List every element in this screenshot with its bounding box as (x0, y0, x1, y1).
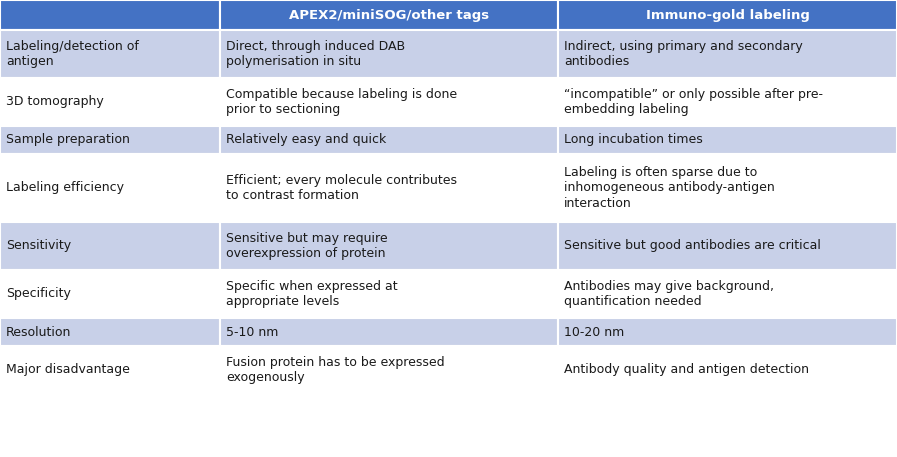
Text: Antibody quality and antigen detection: Antibody quality and antigen detection (564, 363, 809, 377)
Text: 3D tomography: 3D tomography (6, 96, 104, 108)
Text: “incompatible” or only possible after pre-
embedding labeling: “incompatible” or only possible after pr… (564, 88, 823, 116)
Text: Sensitive but good antibodies are critical: Sensitive but good antibodies are critic… (564, 239, 821, 253)
Bar (220, 154, 558, 222)
Text: Labeling/detection of
antigen: Labeling/detection of antigen (6, 40, 139, 68)
Bar (220, 78, 558, 126)
Bar (558, 154, 897, 222)
Text: Fusion protein has to be expressed
exogenously: Fusion protein has to be expressed exoge… (226, 356, 444, 384)
Bar (0, 154, 220, 222)
Text: Sensitive but may require
overexpression of protein: Sensitive but may require overexpression… (226, 232, 388, 260)
Bar (0, 222, 220, 270)
Text: 10-20 nm: 10-20 nm (564, 325, 624, 339)
Bar (0, 346, 220, 394)
Bar (558, 318, 897, 346)
Text: Long incubation times: Long incubation times (564, 133, 702, 147)
Bar (220, 222, 558, 270)
Text: Sensitivity: Sensitivity (6, 239, 71, 253)
Bar (558, 222, 897, 270)
Bar (558, 270, 897, 318)
Text: Relatively easy and quick: Relatively easy and quick (226, 133, 386, 147)
Bar (558, 78, 897, 126)
Text: 5-10 nm: 5-10 nm (226, 325, 278, 339)
Text: APEX2/miniSOG/other tags: APEX2/miniSOG/other tags (289, 9, 489, 21)
Text: Antibodies may give background,
quantification needed: Antibodies may give background, quantifi… (564, 280, 774, 308)
Bar (558, 346, 897, 394)
Text: Resolution: Resolution (6, 325, 72, 339)
Bar (220, 126, 558, 154)
Text: Direct, through induced DAB
polymerisation in situ: Direct, through induced DAB polymerisati… (226, 40, 405, 68)
Bar (220, 270, 558, 318)
Text: Compatible because labeling is done
prior to sectioning: Compatible because labeling is done prio… (226, 88, 457, 116)
Text: Indirect, using primary and secondary
antibodies: Indirect, using primary and secondary an… (564, 40, 803, 68)
Text: Specificity: Specificity (6, 287, 71, 301)
Bar (220, 0, 558, 30)
Bar (220, 346, 558, 394)
Bar (558, 126, 897, 154)
Text: Efficient; every molecule contributes
to contrast formation: Efficient; every molecule contributes to… (226, 174, 457, 202)
Text: Specific when expressed at
appropriate levels: Specific when expressed at appropriate l… (226, 280, 397, 308)
Text: Labeling is often sparse due to
inhomogeneous antibody-antigen
interaction: Labeling is often sparse due to inhomoge… (564, 166, 775, 210)
Text: Sample preparation: Sample preparation (6, 133, 130, 147)
Bar (558, 0, 897, 30)
Text: Immuno-gold labeling: Immuno-gold labeling (646, 9, 809, 21)
Text: Labeling efficiency: Labeling efficiency (6, 181, 124, 195)
Bar (0, 30, 220, 78)
Bar (220, 318, 558, 346)
Bar (0, 0, 220, 30)
Bar (558, 30, 897, 78)
Bar (0, 318, 220, 346)
Text: Major disadvantage: Major disadvantage (6, 363, 130, 377)
Bar (220, 30, 558, 78)
Bar (0, 78, 220, 126)
Bar (0, 126, 220, 154)
Bar (0, 270, 220, 318)
